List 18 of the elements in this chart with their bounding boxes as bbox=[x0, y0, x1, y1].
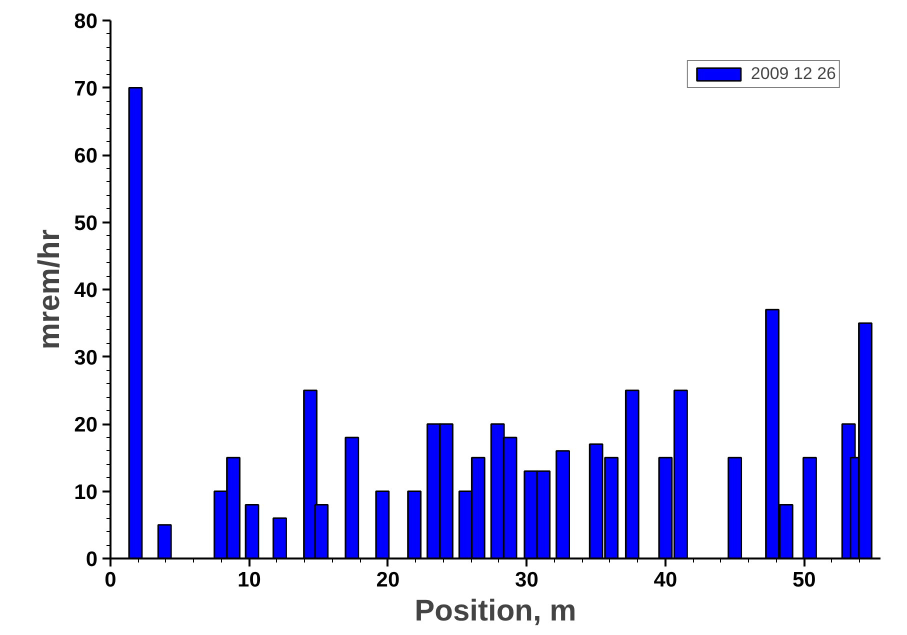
y-tick-label: 20 bbox=[74, 414, 98, 436]
y-tick-label: 80 bbox=[74, 10, 98, 33]
y-tick-label: 70 bbox=[74, 77, 98, 100]
y-tick-label: 50 bbox=[74, 212, 98, 235]
x-tick-label: 30 bbox=[515, 568, 538, 592]
x-tick-label: 0 bbox=[104, 568, 116, 592]
y-axis-title: mrem/hr bbox=[33, 229, 66, 350]
x-tick-label: 40 bbox=[654, 568, 678, 592]
x-tick-label: 20 bbox=[376, 568, 400, 592]
x-axis-title: Position, m bbox=[414, 594, 576, 628]
y-tick-label: 60 bbox=[74, 144, 98, 168]
x-tick-label: 10 bbox=[238, 568, 261, 592]
y-tick-label: 40 bbox=[74, 279, 98, 302]
legend-label: 2009 12 26 bbox=[750, 64, 836, 84]
y-tick-label: 10 bbox=[74, 480, 98, 504]
y-tick-label: 30 bbox=[74, 346, 98, 370]
x-tick-label: 50 bbox=[792, 568, 816, 592]
y-tick-label: 0 bbox=[86, 548, 98, 571]
